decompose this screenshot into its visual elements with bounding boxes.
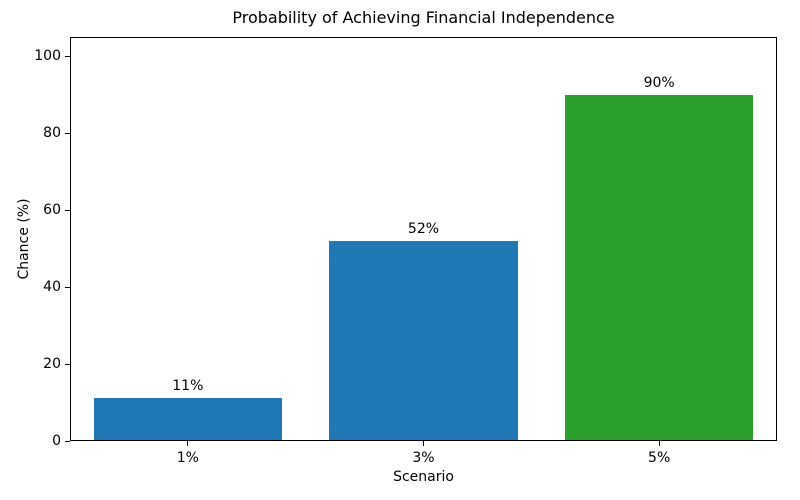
y-tick-label: 100 — [34, 48, 61, 65]
y-tick-label: 20 — [43, 356, 61, 373]
bar-value-label: 90% — [643, 75, 675, 92]
plot-area: 11% 52% 90% — [70, 37, 777, 441]
y-tick-label: 40 — [43, 279, 61, 296]
chart-title: Probability of Achieving Financial Indep… — [232, 8, 615, 27]
x-tick-mark — [658, 441, 660, 446]
x-axis-label: Scenario — [393, 469, 454, 485]
bar-value-label: 52% — [407, 220, 440, 237]
x-tick-label: 1% — [176, 450, 199, 466]
y-tick-label: 0 — [52, 433, 61, 449]
y-tick-mark — [65, 286, 70, 288]
y-tick-label: 80 — [43, 125, 61, 142]
x-tick-label: 5% — [648, 450, 671, 466]
y-tick-mark — [65, 209, 70, 211]
x-tick-mark — [423, 441, 424, 446]
y-tick-mark — [65, 55, 70, 57]
x-tick-label: 3% — [412, 450, 435, 466]
y-tick-mark — [65, 363, 70, 365]
bar — [329, 240, 518, 440]
bar — [93, 397, 283, 440]
bar — [564, 95, 754, 440]
y-tick-mark — [65, 440, 70, 442]
bar-value-label: 11% — [172, 377, 204, 394]
x-tick-mark — [187, 441, 189, 446]
y-tick-label: 60 — [43, 202, 61, 219]
y-tick-mark — [65, 132, 70, 134]
